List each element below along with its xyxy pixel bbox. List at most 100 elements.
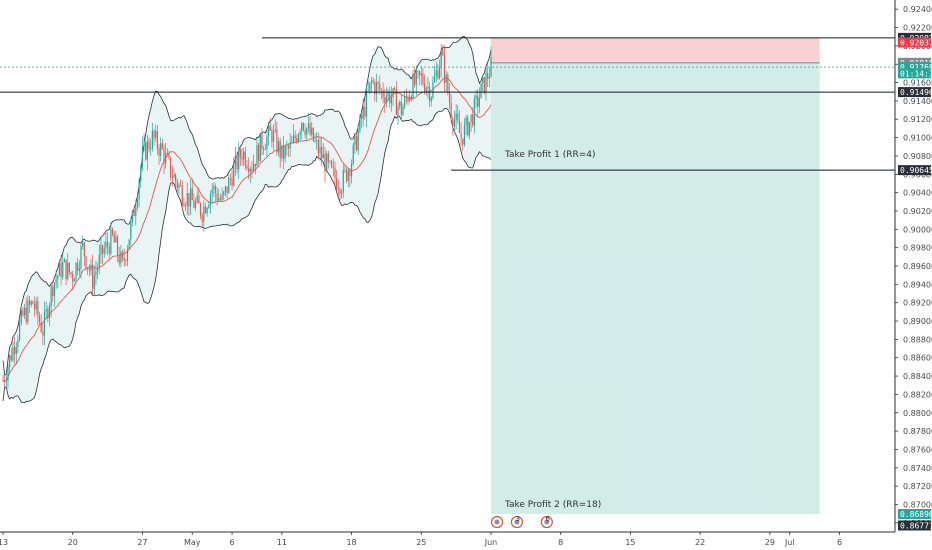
price-axis[interactable]: 0.924000.922000.920000.918000.916000.914… (895, 5, 932, 528)
candle (309, 116, 311, 137)
candle-body (450, 102, 452, 119)
candle-body (311, 127, 313, 135)
candle (414, 66, 416, 88)
event-dot-icon (494, 519, 500, 525)
candle-body (477, 95, 479, 107)
candle (475, 89, 477, 108)
time-axis[interactable]: 13 20 27 May 6 11 18 25 Jun 8 15 22 29 Jul 6 (0, 532, 842, 547)
candle (274, 119, 276, 134)
candle-body (321, 146, 323, 159)
candle-body (32, 301, 34, 304)
candle-body (33, 303, 36, 310)
candle (5, 370, 7, 388)
candle-body (248, 167, 250, 173)
candle-body (258, 144, 260, 162)
candle (331, 159, 333, 169)
time-tick-label: 15 (625, 538, 635, 547)
candle (2, 374, 4, 383)
candle (370, 76, 373, 93)
candle-body (20, 310, 22, 324)
candle (73, 277, 75, 282)
candle-body (158, 148, 160, 156)
candle-body (472, 114, 474, 126)
candle-body (194, 201, 197, 208)
candle-body (67, 262, 69, 280)
candle (148, 137, 150, 153)
candle (206, 206, 208, 217)
event-count: 3 (516, 515, 520, 523)
candle (238, 141, 240, 179)
candle-body (173, 174, 175, 178)
candle (261, 127, 263, 156)
candle-body (352, 144, 354, 164)
candle-body (362, 106, 364, 120)
candle (352, 142, 354, 166)
candle-body (161, 143, 163, 149)
event-marker: 3 (510, 515, 524, 529)
candle (266, 128, 268, 157)
candle (97, 262, 99, 280)
candle-body (206, 207, 208, 214)
candle-body (462, 138, 464, 145)
candle (269, 117, 271, 131)
candle (253, 154, 255, 173)
candle-body (256, 144, 258, 167)
candle (201, 212, 203, 228)
candle-body (58, 262, 61, 276)
candle (284, 144, 286, 163)
event-marker: 6 (540, 515, 553, 529)
candle-body (9, 355, 11, 367)
candle-body (259, 134, 261, 162)
candle-body (62, 262, 64, 278)
candle (68, 262, 70, 276)
price-tick-label: 0.87000 (903, 500, 932, 509)
candle-body (233, 165, 235, 186)
candle (131, 209, 134, 227)
candle (301, 121, 303, 140)
candle-body (218, 198, 220, 201)
candle (392, 87, 394, 107)
time-tick-label: 13 (0, 538, 8, 547)
candle (72, 270, 74, 291)
candle (277, 137, 280, 157)
candle (189, 179, 192, 215)
candle-body (370, 80, 373, 83)
candle-body (25, 307, 27, 322)
candle (487, 63, 489, 88)
candle-body (414, 74, 416, 85)
candle-body (322, 154, 324, 159)
candle (345, 168, 348, 183)
candle-body (53, 282, 56, 297)
candle (211, 183, 213, 204)
candle (254, 163, 256, 175)
candle (312, 127, 314, 143)
candle (410, 94, 412, 102)
candle (445, 70, 447, 92)
candle-body (43, 311, 46, 336)
candle-body (165, 152, 167, 164)
candle-body (430, 97, 432, 102)
candle (291, 135, 293, 144)
candle-body (438, 66, 441, 79)
candle (175, 172, 177, 187)
candle-body (52, 286, 54, 297)
candle (198, 187, 200, 204)
candle (437, 63, 439, 81)
candle (412, 69, 414, 101)
candle (173, 168, 175, 179)
candle (399, 100, 401, 110)
candle (10, 348, 12, 362)
candle (186, 182, 188, 216)
candle-body (261, 134, 263, 149)
candle (457, 105, 459, 124)
candle-body (394, 88, 396, 90)
candle (357, 124, 359, 155)
candle (473, 94, 476, 134)
candle-body (404, 96, 406, 107)
candle-body (238, 149, 240, 170)
candle (350, 159, 353, 184)
candle (32, 300, 34, 305)
